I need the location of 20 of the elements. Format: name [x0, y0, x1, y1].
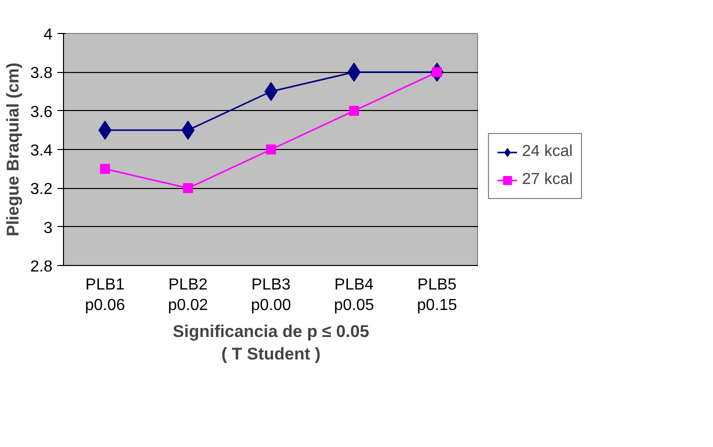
point [183, 183, 193, 194]
x-tick-label: PLB4 p0.05 [334, 276, 374, 314]
y-tick-label: 3.2 [30, 181, 53, 198]
legend-label: 24 kcal [522, 143, 573, 161]
y-tick-label: 4 [44, 26, 53, 44]
x-tick-label: PLB3 p0.00 [250, 276, 292, 314]
legend-label: 27 kcal [522, 171, 573, 189]
x-tick-label: PLB1 p0.06 [84, 276, 126, 314]
y-tick-label: 2.8 [30, 258, 53, 276]
point [100, 164, 110, 174]
point [349, 106, 359, 116]
y-tick-label: 3.4 [30, 142, 53, 160]
y-tick-label: 3.8 [30, 65, 53, 82]
y-tick-label: 3.6 [30, 104, 53, 121]
x-axis-title: Significancia de p ≤ 0.05 ( T Student ) [172, 322, 370, 364]
y-tick-label: 3 [44, 220, 53, 237]
x-tick-label: PLB2 p0.02 [168, 276, 208, 314]
x-tick-label: PLB5 p0.15 [416, 276, 458, 314]
point [266, 144, 276, 154]
y-axis-title: Pliegue Braquial (cm) [3, 62, 22, 236]
